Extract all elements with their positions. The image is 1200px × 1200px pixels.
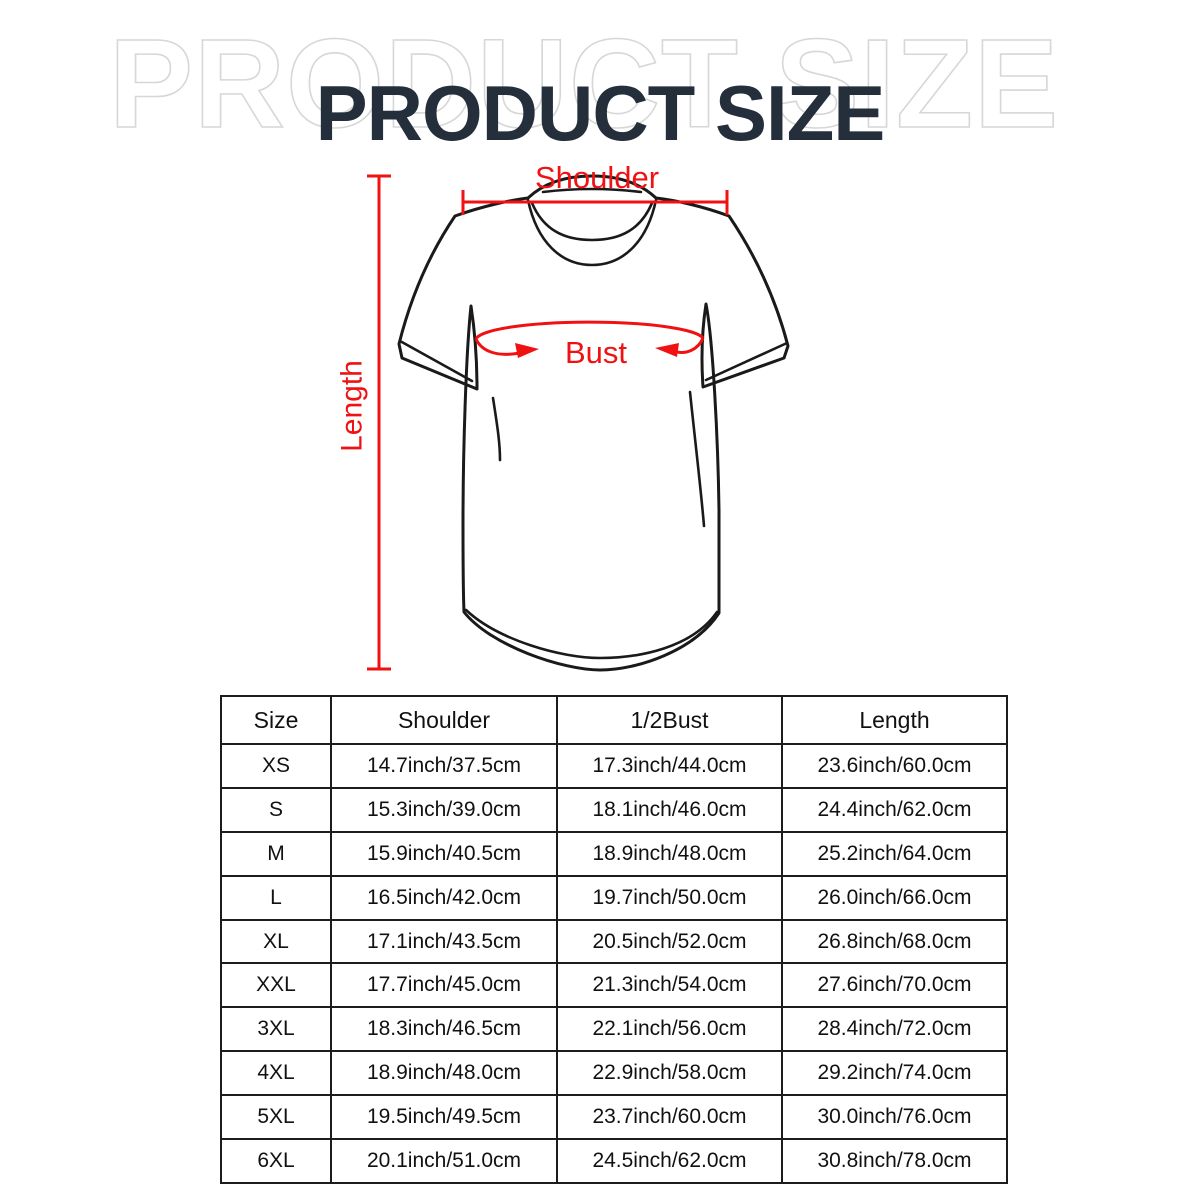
length-cell: 29.2inch/74.0cm (781, 1050, 1008, 1097)
table-row: 5XL 19.5inch/49.5cm 23.7inch/60.0cm 30.0… (220, 1094, 1008, 1141)
bust-cell: 22.1inch/56.0cm (556, 1006, 783, 1053)
bust-cell: 18.1inch/46.0cm (556, 786, 783, 833)
shoulder-measure-line (461, 190, 729, 215)
bust-cell: 24.5inch/62.0cm (556, 1138, 783, 1184)
bust-cell: 21.3inch/54.0cm (556, 962, 783, 1009)
page-title: PRODUCT SIZE (315, 69, 886, 157)
bust-label: Bust (565, 335, 627, 370)
length-cell: 24.4inch/62.0cm (781, 786, 1008, 833)
table-header-row: Size Shoulder 1/2Bust Length (220, 695, 1008, 745)
table-row: XS 14.7inch/37.5cm 17.3inch/44.0cm 23.6i… (220, 743, 1008, 789)
left-crease-line (491, 396, 502, 462)
shoulder-cell: 18.9inch/48.0cm (330, 1050, 558, 1097)
table-row: XXL 17.7inch/45.0cm 21.3inch/54.0cm 27.6… (220, 962, 1008, 1009)
table-row: 4XL 18.9inch/48.0cm 22.9inch/58.0cm 29.2… (220, 1050, 1008, 1097)
size-cell: S (220, 786, 332, 833)
size-cell: 5XL (220, 1094, 332, 1141)
right-crease-line (688, 390, 706, 528)
bust-cell: 19.7inch/50.0cm (556, 874, 783, 921)
length-cell: 26.0inch/66.0cm (781, 874, 1008, 921)
bust-cell: 17.3inch/44.0cm (556, 743, 783, 789)
length-cell: 23.6inch/60.0cm (781, 743, 1008, 789)
length-cell: 28.4inch/72.0cm (781, 1006, 1008, 1053)
bust-cell: 23.7inch/60.0cm (556, 1094, 783, 1141)
shoulder-cell: 17.7inch/45.0cm (330, 962, 558, 1009)
length-cell: 25.2inch/64.0cm (781, 830, 1008, 877)
shoulder-cell: 20.1inch/51.0cm (330, 1138, 558, 1184)
table-row: 3XL 18.3inch/46.5cm 22.1inch/56.0cm 28.4… (220, 1006, 1008, 1053)
bust-measure: Bust (474, 320, 705, 370)
shoulder-cell: 19.5inch/49.5cm (330, 1094, 558, 1141)
length-measure: Length (336, 174, 391, 671)
tshirt-outline (397, 174, 790, 672)
shoulder-cell: 18.3inch/46.5cm (330, 1006, 558, 1053)
bust-cell: 22.9inch/58.0cm (556, 1050, 783, 1097)
length-cell: 26.8inch/68.0cm (781, 918, 1008, 965)
size-cell: XL (220, 918, 332, 965)
bust-left-arrow-arc (474, 338, 521, 356)
table-row: S 15.3inch/39.0cm 18.1inch/46.0cm 24.4in… (220, 786, 1008, 833)
bust-right-arrowhead-icon (655, 343, 679, 357)
table-row: XL 17.1inch/43.5cm 20.5inch/52.0cm 26.8i… (220, 918, 1008, 965)
bust-right-arrow-arc (676, 337, 705, 354)
collar-neckline (526, 198, 658, 267)
left-cuff-band-line (398, 339, 474, 383)
size-cell: 4XL (220, 1050, 332, 1097)
bust-cell: 18.9inch/48.0cm (556, 830, 783, 877)
size-cell: 6XL (220, 1138, 332, 1184)
size-cell: 3XL (220, 1006, 332, 1053)
bust-cell: 20.5inch/52.0cm (556, 918, 783, 965)
header-cell-length: Length (781, 695, 1008, 745)
shoulder-cell: 15.3inch/39.0cm (330, 786, 558, 833)
shoulder-cell: 14.7inch/37.5cm (330, 743, 558, 789)
size-cell: XS (220, 743, 332, 789)
shoulder-cell: 16.5inch/42.0cm (330, 874, 558, 921)
length-cell: 30.8inch/78.0cm (781, 1138, 1008, 1184)
right-cuff-band-line (704, 341, 789, 382)
collar-back-line (541, 187, 643, 194)
shoulder-label: Shoulder (535, 160, 659, 195)
bust-left-arrowhead-icon (515, 343, 539, 358)
hem-band-line (464, 608, 719, 660)
length-cell: 27.6inch/70.0cm (781, 962, 1008, 1009)
shoulder-cell: 15.9inch/40.5cm (330, 830, 558, 877)
header-cell-size: Size (220, 695, 332, 745)
bust-ellipse-arc (474, 320, 705, 340)
shoulder-cell: 17.1inch/43.5cm (330, 918, 558, 965)
size-table: Size Shoulder 1/2Bust Length XS 14.7inch… (220, 695, 1008, 1184)
watermark-text: PRODUCT SIZE (109, 13, 1059, 154)
length-cell: 30.0inch/76.0cm (781, 1094, 1008, 1141)
table-row: M 15.9inch/40.5cm 18.9inch/48.0cm 25.2in… (220, 830, 1008, 877)
header-cell-shoulder: Shoulder (330, 695, 558, 745)
length-label: Length (336, 360, 369, 452)
shoulder-measure: Shoulder (461, 160, 729, 215)
size-cell: XXL (220, 962, 332, 1009)
header-cell-bust: 1/2Bust (556, 695, 783, 745)
table-row: L 16.5inch/42.0cm 19.7inch/50.0cm 26.0in… (220, 874, 1008, 921)
table-row: 6XL 20.1inch/51.0cm 24.5inch/62.0cm 30.8… (220, 1138, 1008, 1184)
length-measure-line (367, 174, 391, 671)
size-cell: L (220, 874, 332, 921)
size-cell: M (220, 830, 332, 877)
collar-band-inner-line (530, 201, 654, 242)
size-table-body: XS 14.7inch/37.5cm 17.3inch/44.0cm 23.6i… (220, 743, 1008, 1184)
